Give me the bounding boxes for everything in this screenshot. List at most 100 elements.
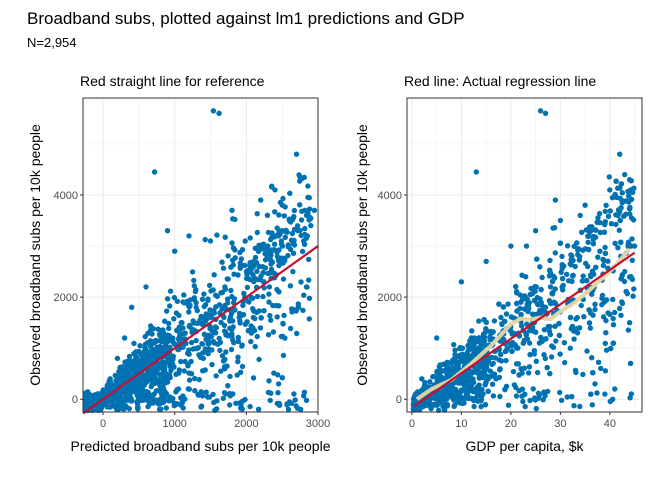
data-point bbox=[254, 333, 260, 340]
data-point bbox=[132, 351, 138, 357]
data-point bbox=[121, 335, 128, 341]
data-point bbox=[280, 320, 286, 327]
data-point bbox=[542, 304, 549, 310]
data-point bbox=[279, 375, 285, 381]
data-point bbox=[167, 374, 173, 381]
data-point bbox=[306, 195, 312, 201]
data-point bbox=[122, 369, 128, 376]
data-point bbox=[587, 224, 593, 230]
data-point bbox=[129, 367, 136, 373]
data-point bbox=[508, 243, 514, 249]
data-point bbox=[125, 397, 131, 403]
data-point bbox=[437, 362, 443, 368]
data-point bbox=[148, 392, 154, 398]
data-point bbox=[610, 315, 616, 322]
data-point bbox=[174, 387, 180, 393]
data-point bbox=[547, 267, 553, 273]
data-point bbox=[547, 284, 554, 290]
data-point bbox=[582, 202, 588, 208]
data-point bbox=[579, 278, 586, 284]
data-point bbox=[134, 357, 140, 364]
data-point bbox=[196, 376, 202, 383]
data-point bbox=[186, 351, 192, 357]
data-point bbox=[84, 393, 90, 399]
data-point bbox=[631, 243, 638, 249]
data-point bbox=[218, 368, 224, 374]
data-point bbox=[290, 241, 297, 247]
data-point bbox=[211, 329, 217, 336]
data-point bbox=[158, 338, 165, 344]
data-point bbox=[186, 233, 192, 239]
data-point bbox=[219, 259, 225, 265]
data-point bbox=[167, 363, 173, 369]
data-point bbox=[298, 217, 305, 223]
data-point bbox=[460, 399, 466, 405]
data-point bbox=[544, 364, 550, 371]
data-point bbox=[193, 287, 199, 293]
x-tick-label: 1000 bbox=[162, 418, 186, 430]
data-point bbox=[433, 402, 440, 408]
data-point bbox=[252, 343, 258, 350]
data-point bbox=[610, 296, 616, 303]
data-point bbox=[470, 352, 476, 358]
data-point bbox=[581, 314, 587, 320]
data-point bbox=[141, 351, 148, 357]
figure-subtitle: N=2,954 bbox=[27, 35, 77, 50]
data-point bbox=[608, 345, 614, 352]
data-point bbox=[248, 323, 254, 329]
data-point bbox=[276, 255, 282, 261]
data-point bbox=[285, 242, 291, 248]
data-point bbox=[264, 254, 270, 260]
data-point bbox=[485, 388, 491, 394]
data-point bbox=[608, 221, 615, 227]
data-point bbox=[166, 320, 172, 327]
data-point bbox=[626, 177, 633, 183]
data-point bbox=[181, 292, 187, 298]
data-point bbox=[610, 340, 616, 346]
data-point bbox=[176, 367, 182, 373]
data-point bbox=[275, 372, 281, 378]
data-point bbox=[602, 340, 608, 347]
data-point bbox=[443, 362, 449, 368]
data-point bbox=[482, 402, 489, 408]
panel-background bbox=[83, 98, 318, 412]
data-point bbox=[279, 228, 285, 234]
data-point bbox=[147, 398, 153, 404]
data-point bbox=[280, 352, 287, 359]
data-point bbox=[452, 347, 458, 353]
data-point bbox=[571, 336, 577, 342]
data-point bbox=[489, 381, 496, 387]
data-point bbox=[439, 396, 445, 403]
data-point bbox=[518, 311, 524, 318]
data-point bbox=[478, 343, 484, 349]
y-tick-label: 0 bbox=[396, 394, 402, 406]
data-point bbox=[237, 265, 243, 271]
data-point bbox=[629, 276, 636, 283]
data-point bbox=[503, 357, 509, 364]
data-point bbox=[613, 178, 619, 184]
data-point bbox=[540, 397, 546, 403]
data-point bbox=[577, 212, 583, 219]
data-point bbox=[600, 256, 606, 263]
data-point bbox=[531, 348, 537, 354]
data-point bbox=[257, 325, 264, 331]
data-point bbox=[476, 387, 482, 393]
data-point bbox=[298, 406, 304, 413]
data-point bbox=[549, 278, 556, 285]
data-point bbox=[612, 386, 618, 392]
data-point bbox=[537, 108, 544, 114]
data-point bbox=[223, 391, 229, 397]
data-point bbox=[480, 369, 487, 375]
data-point bbox=[484, 364, 490, 371]
data-point bbox=[556, 320, 562, 327]
data-point bbox=[172, 248, 178, 254]
data-point bbox=[593, 227, 599, 233]
data-point bbox=[438, 391, 445, 397]
data-point bbox=[584, 277, 590, 284]
data-point bbox=[235, 354, 241, 360]
data-point bbox=[173, 371, 179, 377]
data-point bbox=[557, 389, 563, 396]
data-point bbox=[287, 246, 294, 253]
data-point bbox=[607, 398, 613, 405]
data-point bbox=[210, 391, 216, 398]
